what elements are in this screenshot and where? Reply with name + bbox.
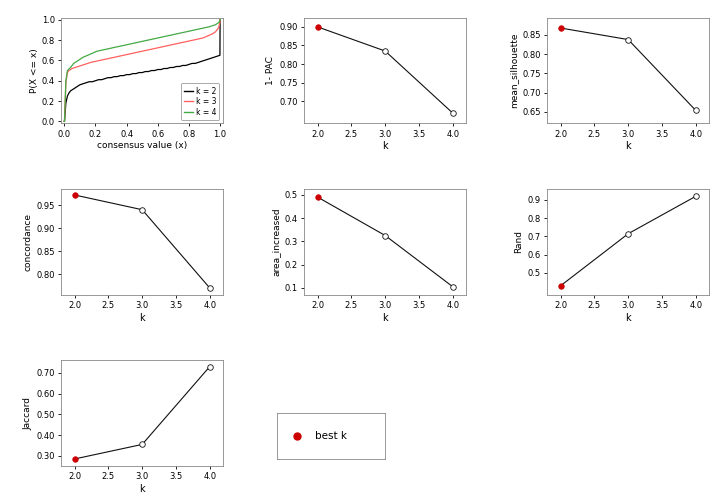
X-axis label: k: k: [626, 142, 631, 152]
Text: best k: best k: [315, 431, 347, 441]
X-axis label: k: k: [382, 313, 388, 323]
Y-axis label: mean_silhouette: mean_silhouette: [509, 33, 518, 108]
Y-axis label: P(X <= x): P(X <= x): [30, 48, 39, 93]
Y-axis label: Jaccard: Jaccard: [23, 397, 32, 430]
Y-axis label: Rand: Rand: [515, 230, 523, 254]
X-axis label: k: k: [140, 313, 145, 323]
Y-axis label: area_increased: area_increased: [271, 208, 281, 276]
X-axis label: k: k: [626, 313, 631, 323]
Legend: k = 2, k = 3, k = 4: k = 2, k = 3, k = 4: [181, 84, 220, 119]
X-axis label: k: k: [382, 142, 388, 152]
Y-axis label: 1- PAC: 1- PAC: [266, 56, 275, 85]
Y-axis label: concordance: concordance: [23, 213, 32, 271]
X-axis label: consensus value (x): consensus value (x): [97, 142, 187, 151]
X-axis label: k: k: [140, 484, 145, 494]
